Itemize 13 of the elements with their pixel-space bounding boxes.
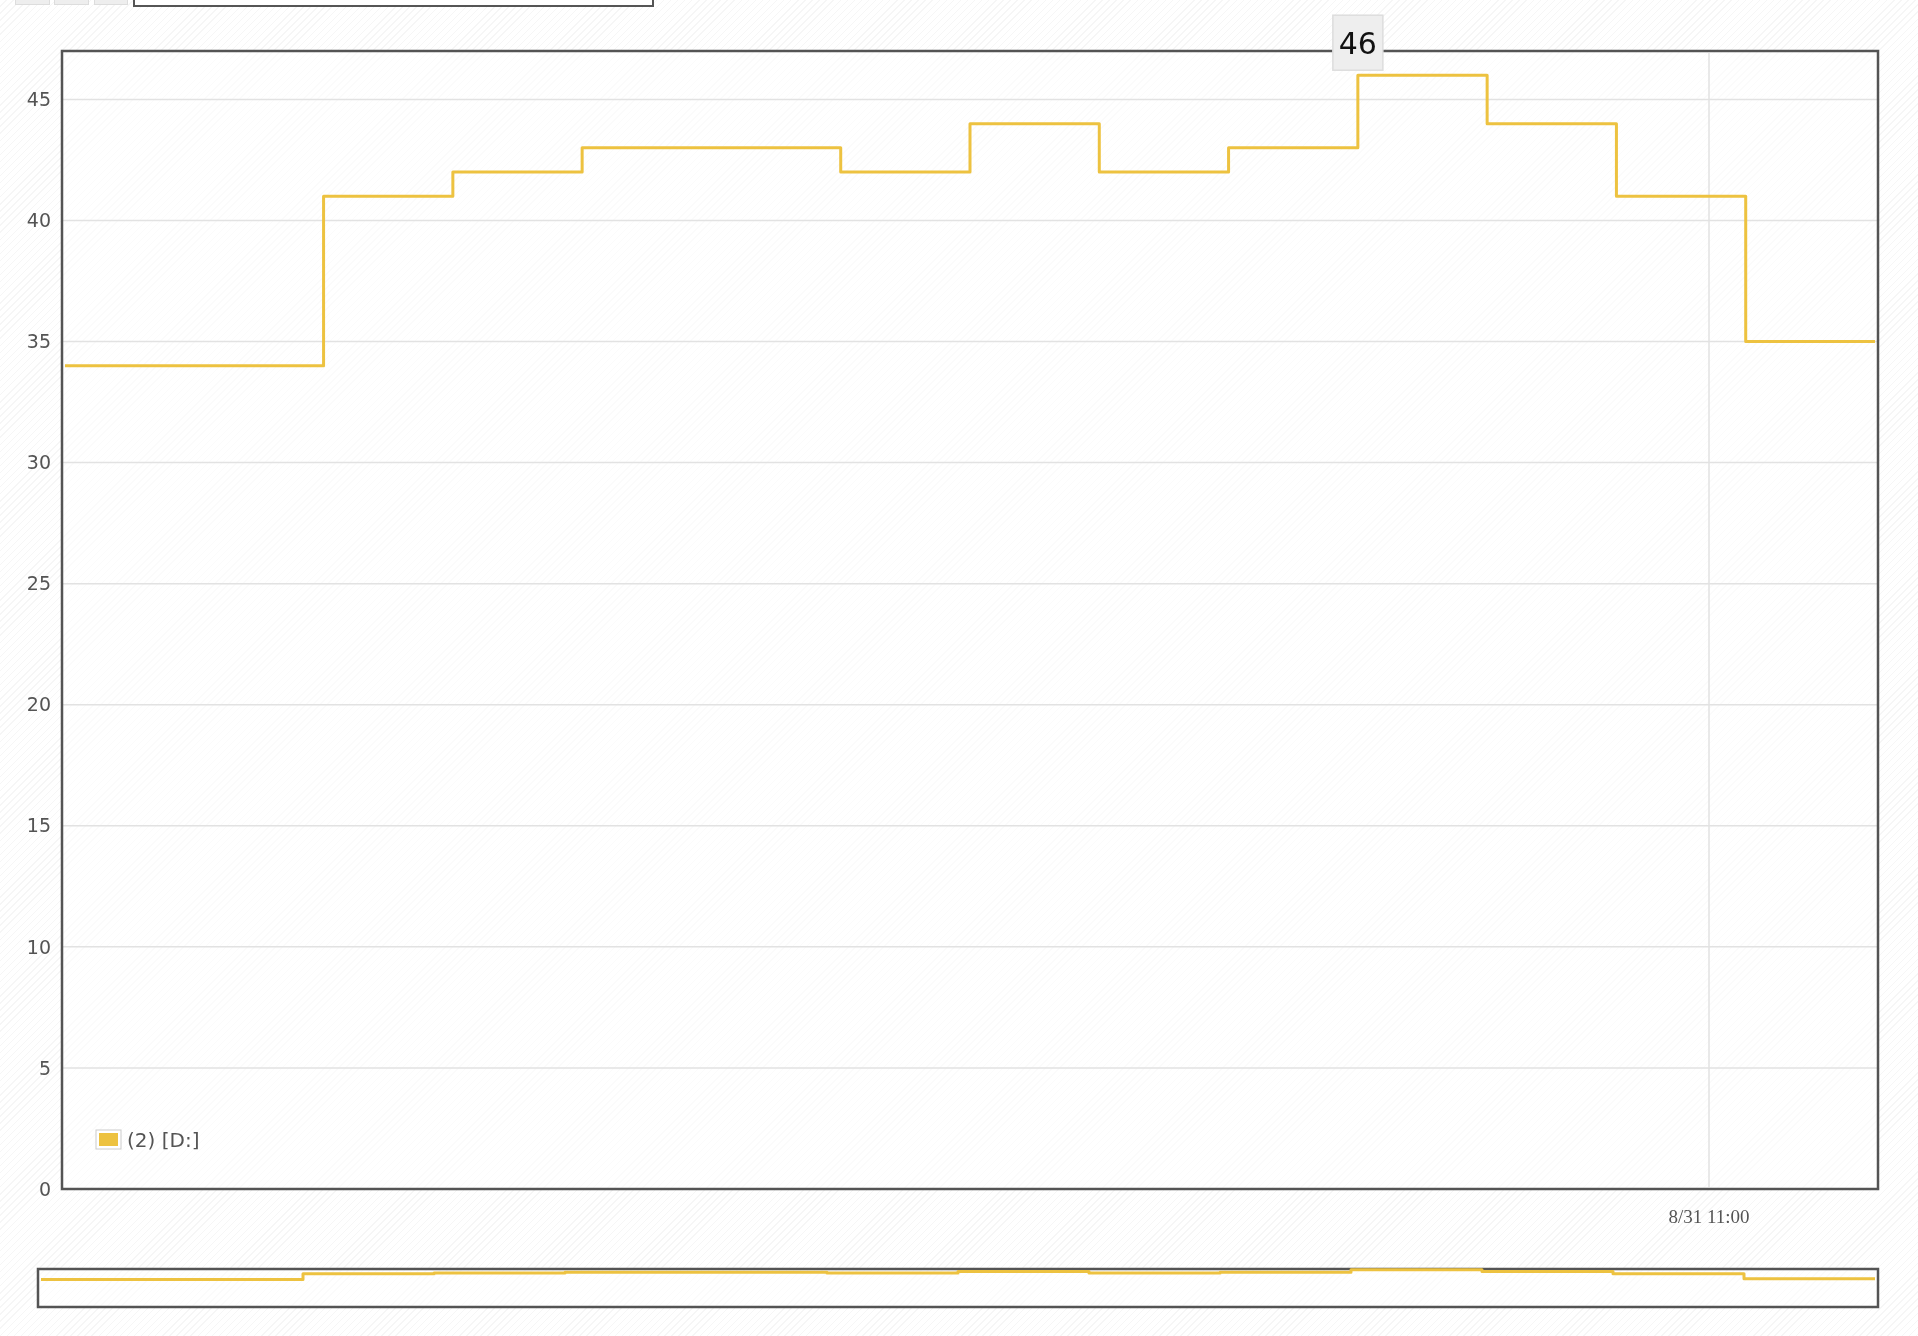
y-tick-label: 0 [38,1177,51,1200]
y-tick-label: 15 [26,814,51,837]
data-label: 46 [1338,25,1377,61]
y-tick-label: 30 [26,451,51,474]
legend-label: (2) [D:] [127,1128,200,1152]
y-tick-label: 45 [26,88,51,111]
y-tick-label: 10 [26,935,51,958]
y-tick-label: 25 [26,572,51,595]
text: 8/31 11:00 [1668,1205,1750,1227]
y-tick-label: 35 [26,330,51,353]
y-tick-label: 40 [26,209,51,232]
y-tick-label: 20 [26,693,51,716]
y-tick-label: 5 [38,1056,51,1079]
